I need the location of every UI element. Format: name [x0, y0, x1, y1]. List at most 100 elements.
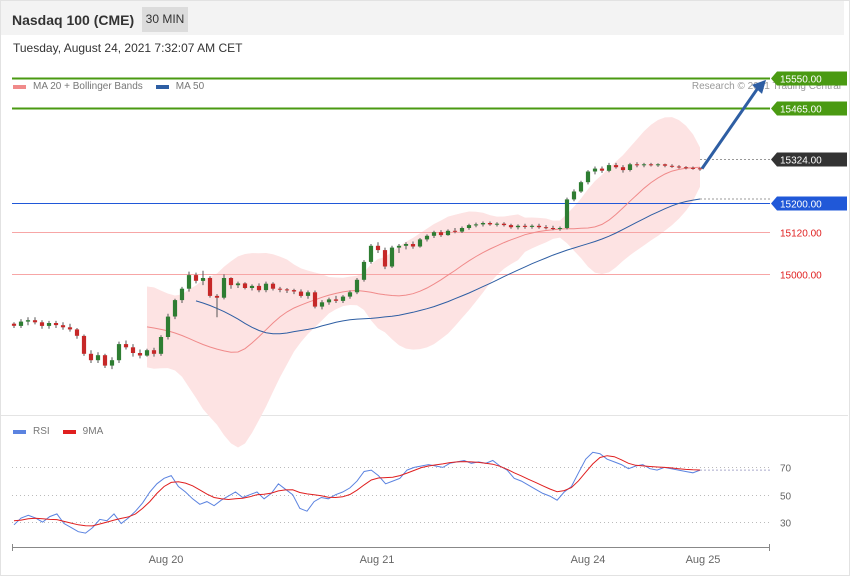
candle-body — [102, 355, 108, 366]
level-label-resistance: 15550.00 — [780, 75, 822, 86]
level-label-support: 15000.00 — [780, 271, 822, 282]
candle-body — [354, 279, 360, 293]
legend-label-ma50: MA 50 — [175, 81, 205, 92]
candle-body — [515, 225, 521, 228]
candle-body — [599, 168, 605, 171]
candle-body — [620, 167, 626, 171]
candle-body — [396, 245, 402, 248]
time-axis-label: Aug 21 — [360, 554, 395, 566]
level-label-box-resistance — [771, 101, 847, 116]
legend-label-ma20: MA 20 + Bollinger Bands — [33, 81, 143, 92]
candle-body — [550, 228, 556, 229]
candle-body — [634, 164, 640, 166]
rsi-tick-label: 50 — [780, 492, 792, 503]
rsi-legend: RSI 9MA — [13, 426, 116, 437]
candle-body — [557, 228, 563, 229]
panel-divider — [1, 415, 848, 416]
candle-body — [312, 292, 318, 307]
candle-body — [494, 223, 500, 225]
candle-body — [536, 225, 542, 228]
candle-body — [410, 244, 416, 247]
candle-body — [193, 275, 199, 281]
candle-body — [592, 168, 598, 172]
candle-body — [284, 289, 290, 291]
candle-body — [459, 228, 465, 232]
candle-body — [214, 295, 220, 298]
candle-body — [256, 285, 262, 291]
candle-body — [438, 232, 444, 236]
candle-body — [480, 223, 486, 225]
candle-body — [487, 223, 493, 225]
candle-body — [613, 165, 619, 168]
candle-body — [137, 353, 143, 356]
candle-body — [697, 168, 703, 170]
projection-arrow-shaft — [700, 87, 760, 170]
legend-swatch-ma20 — [13, 84, 26, 89]
candle-body — [431, 232, 437, 236]
timeframe-button[interactable]: 30 MIN — [142, 7, 188, 32]
candle-body — [88, 353, 94, 361]
candle-body — [235, 283, 241, 286]
candle-body — [662, 164, 668, 166]
candle-body — [648, 164, 654, 166]
level-label-last: 15324.00 — [780, 156, 822, 167]
candle-body — [375, 245, 381, 251]
candle-body — [368, 245, 374, 262]
rsi-ma-line — [13, 455, 701, 527]
legend-swatch-ma50 — [155, 84, 169, 89]
timestamp: Tuesday, August 24, 2021 7:32:07 AM CET — [13, 41, 243, 55]
candle-body — [305, 292, 311, 296]
candle-body — [669, 165, 675, 167]
candle-body — [501, 223, 507, 226]
ma20-line — [146, 166, 701, 353]
level-label-resistance: 15465.00 — [780, 105, 822, 116]
candle-body — [326, 299, 332, 303]
level-label-box-pivot — [771, 196, 847, 211]
candle-body — [655, 164, 661, 166]
candle-body — [109, 360, 115, 366]
candle-body — [25, 320, 31, 322]
candle-body — [319, 302, 325, 307]
candle-body — [46, 323, 52, 326]
candle-body — [67, 327, 73, 330]
legend-item-ma50: MA 50 — [155, 81, 205, 92]
candle-body — [158, 337, 164, 354]
candle-body — [242, 283, 248, 288]
candle-body — [32, 320, 38, 323]
candle-body — [543, 227, 549, 229]
candle-body — [74, 329, 80, 336]
candle-body — [522, 225, 528, 227]
price-legend: MA 20 + Bollinger Bands MA 50 — [13, 81, 217, 92]
candle-body — [508, 225, 514, 228]
candle-body — [452, 230, 458, 232]
candle-body — [347, 292, 353, 297]
candle-body — [53, 323, 59, 326]
legend-label-rsi: RSI — [33, 426, 50, 437]
level-label-pivot: 15200.00 — [780, 200, 822, 211]
bollinger-band-area — [147, 117, 700, 448]
chart-header: Nasdaq 100 (CME) 30 MIN — [1, 1, 844, 35]
candle-body — [676, 166, 682, 168]
candle-body — [529, 225, 535, 227]
candle-body — [172, 300, 178, 317]
legend-label-9ma: 9MA — [82, 426, 104, 437]
candle-body — [333, 299, 339, 301]
candle-body — [690, 167, 696, 169]
candle-body — [627, 164, 633, 170]
time-axis-label: Aug 20 — [149, 554, 184, 566]
legend-swatch-rsi — [13, 429, 26, 434]
candle-body — [151, 350, 157, 354]
candle-body — [606, 165, 612, 171]
instrument-title: Nasdaq 100 (CME) — [12, 12, 135, 28]
candle-body — [207, 278, 213, 296]
candle-body — [221, 278, 227, 298]
candle-body — [130, 347, 136, 353]
candle-body — [361, 261, 367, 280]
candle-body — [123, 344, 129, 348]
candle-body — [144, 350, 150, 356]
rsi-line — [13, 451, 701, 534]
candle-body — [578, 182, 584, 192]
candle-body — [186, 275, 192, 289]
rsi-tick-label: 70 — [780, 464, 792, 475]
candle-body — [249, 285, 255, 288]
